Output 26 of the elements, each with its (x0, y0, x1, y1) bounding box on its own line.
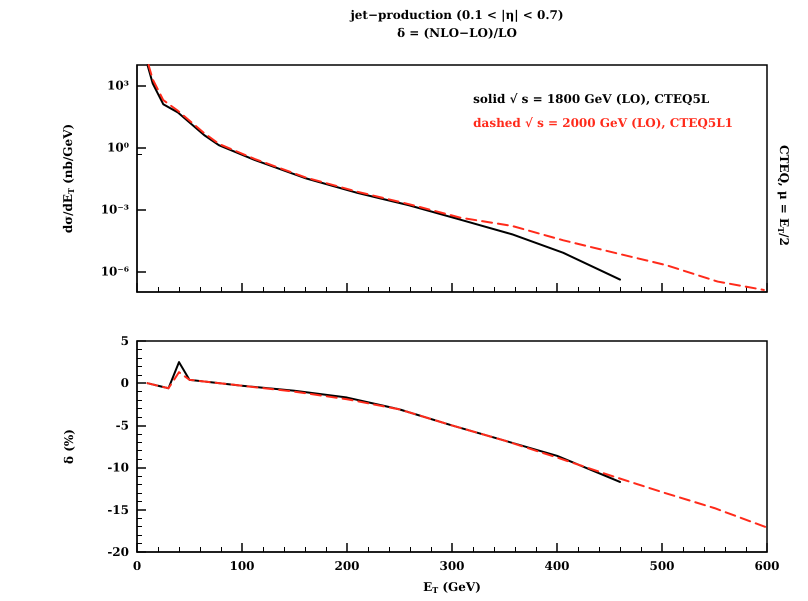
y-tick-label: -20 (107, 545, 129, 559)
text: CTEQ, μ = ET/2 (776, 145, 791, 246)
y-axis-title: δ (%) (62, 429, 76, 464)
y-tick-label: 10³ (107, 78, 129, 93)
chart-title: jet−production (0.1 < |η| < 0.7) (349, 8, 564, 22)
y-tick-label: 10⁻³ (100, 202, 129, 216)
y-tick-label: -15 (107, 502, 129, 517)
x-tick-label: 0 (132, 559, 142, 573)
line-series (146, 371, 768, 529)
chart-subtitle: δ = (NLO−LO)/LO (397, 26, 517, 40)
y-axis-title: dσ/dET (nb/GeV) (61, 124, 76, 234)
y-tick-label: 10⁻⁶ (100, 264, 129, 278)
x-tick-label: 600 (754, 559, 780, 573)
text: dashed √ s = 2000 GeV (LO), CTEQ5L1 (473, 116, 734, 130)
y-tick-label: 10⁰ (107, 140, 129, 155)
text: solid √ s = 1800 GeV (LO), CTEQ5L (473, 92, 710, 106)
y-tick-label: -5 (116, 418, 129, 432)
x-tick-label: 100 (229, 559, 255, 573)
x-tick-label: 200 (334, 559, 360, 573)
y-tick-label: -10 (107, 460, 129, 475)
y-tick-label: 0 (120, 376, 129, 390)
x-tick-label: 300 (439, 559, 465, 573)
x-tick-label: 400 (544, 559, 570, 573)
y-tick-label: 5 (120, 334, 129, 348)
line-series (148, 64, 765, 291)
x-tick-label: 500 (649, 559, 675, 573)
